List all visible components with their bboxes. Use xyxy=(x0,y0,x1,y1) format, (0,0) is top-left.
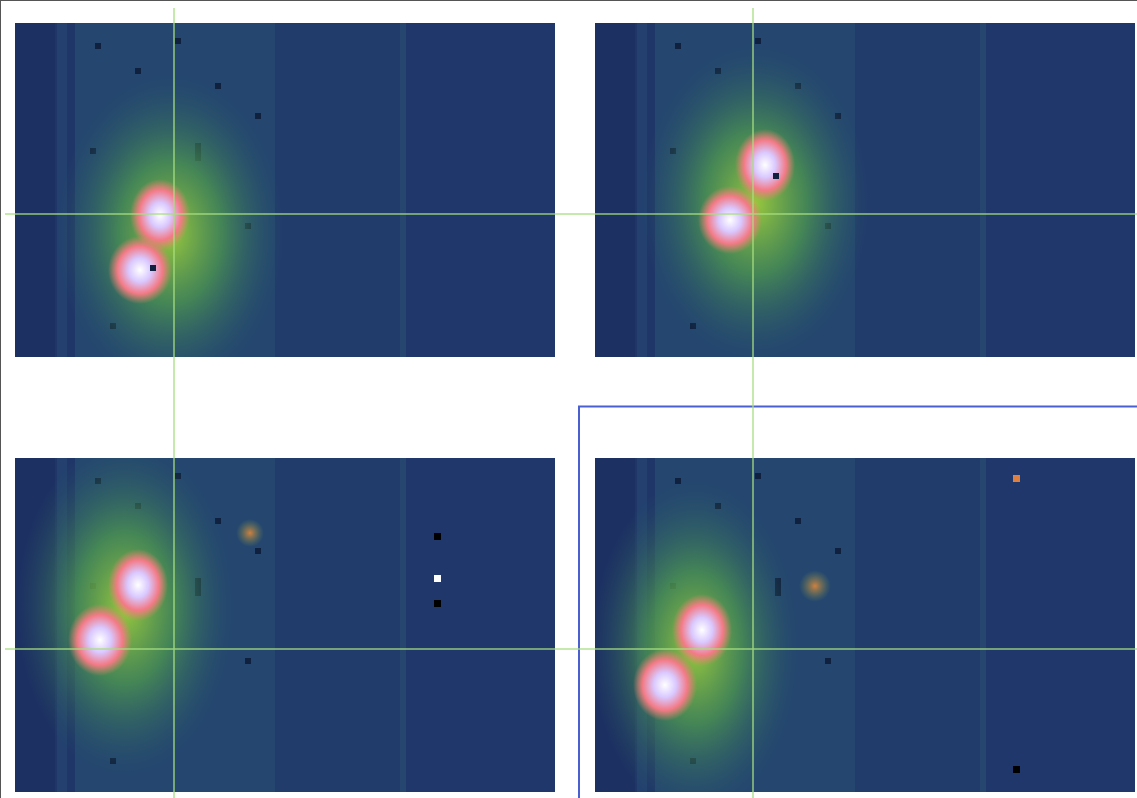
crosshairs xyxy=(5,8,1137,798)
panel xyxy=(595,23,1135,357)
panel xyxy=(15,458,555,792)
selection-frame xyxy=(578,405,1137,798)
panel xyxy=(595,458,1135,792)
panel xyxy=(15,23,555,357)
